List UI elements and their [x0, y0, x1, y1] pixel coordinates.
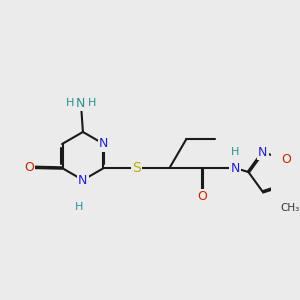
- Text: N: N: [76, 97, 86, 110]
- Text: O: O: [24, 161, 34, 174]
- Text: H: H: [88, 98, 96, 108]
- Text: S: S: [132, 161, 141, 175]
- Text: H: H: [75, 202, 83, 212]
- Text: N: N: [78, 174, 88, 187]
- Text: N: N: [99, 137, 108, 151]
- Text: CH₃: CH₃: [280, 203, 300, 213]
- Text: O: O: [281, 153, 291, 166]
- Text: N: N: [258, 146, 268, 159]
- Text: N: N: [230, 161, 240, 175]
- Text: H: H: [65, 98, 74, 108]
- Text: O: O: [197, 190, 207, 203]
- Text: H: H: [231, 147, 239, 157]
